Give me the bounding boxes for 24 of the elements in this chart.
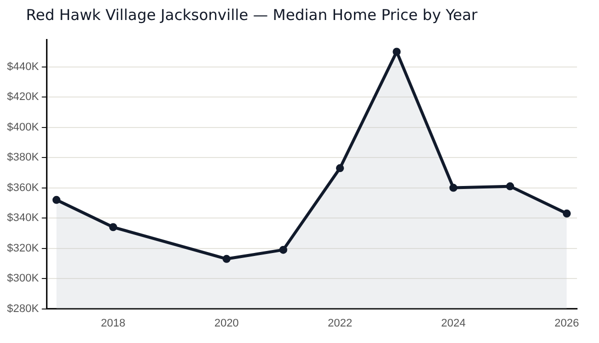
x-tick-label: 2024 [441,317,466,330]
x-tick-label: 2026 [554,317,580,330]
y-tick-label: $400K [6,121,40,134]
x-tick-label: 2018 [100,317,126,330]
y-tick-label: $300K [6,272,40,285]
y-tick-label: $340K [6,212,40,224]
y-tick-label: $380K [6,152,40,164]
y-tick-label: $320K [6,242,40,254]
y-tick-label: $280K [6,302,40,315]
x-tick-label: 2022 [328,317,352,330]
point [109,223,118,232]
point [392,48,401,56]
point [52,196,60,204]
point [222,254,231,263]
point [506,182,514,190]
chart-title: Red Hawk Village Jacksonville — Median Home Price by Year [26,6,478,24]
point [279,246,288,254]
point [336,164,344,172]
y-tick-label: $420K [6,91,40,104]
point [449,184,458,192]
x-tick-label: 2020 [214,317,239,330]
y-tick-label: $360K [6,182,40,194]
y-tick-label: $440K [6,60,40,73]
point [562,210,571,218]
